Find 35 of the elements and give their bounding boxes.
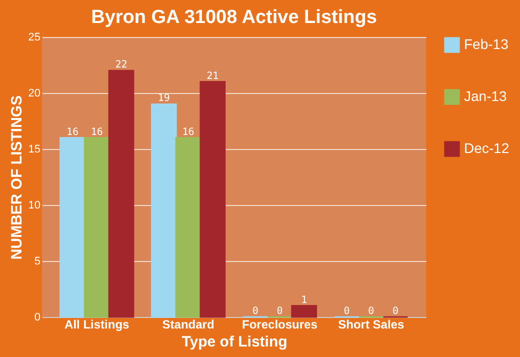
legend-label: Jan-13 [464, 88, 508, 104]
data-label: 21 [206, 70, 219, 82]
data-label: 0 [392, 306, 399, 317]
y-tick-label: 15 [28, 144, 40, 156]
y-tick-label: 10 [28, 200, 40, 212]
data-label: 19 [158, 93, 170, 104]
bar [175, 137, 202, 318]
data-label: 0 [368, 306, 374, 317]
y-axis-title: NUMBER OF LISTINGS [8, 95, 26, 260]
bar [200, 81, 226, 318]
x-tick-label: Standard [162, 318, 214, 332]
data-label: 0 [276, 306, 283, 317]
x-tick-label: Foreclosures [242, 318, 318, 332]
data-label: 16 [182, 126, 194, 138]
legend-label: Feb-13 [464, 36, 509, 52]
x-axis-title: Type of Listing [182, 334, 288, 350]
bar [291, 305, 318, 318]
data-label: 0 [252, 306, 258, 317]
data-label: 22 [115, 60, 128, 71]
data-label: 16 [90, 126, 103, 138]
data-label: 0 [344, 306, 350, 317]
data-label: 1 [301, 294, 308, 306]
bar [84, 137, 110, 318]
legend-label: Dec-12 [464, 140, 510, 156]
y-tick-label: 5 [34, 256, 40, 268]
y-tick-label: 20 [28, 88, 40, 100]
data-label: 16 [66, 126, 78, 138]
y-tick-label: 25 [28, 32, 40, 44]
bar [150, 103, 177, 318]
y-tick-label: 0 [34, 312, 40, 324]
bar [60, 137, 86, 318]
x-tick-label: All Listings [64, 318, 130, 332]
x-tick-label: Short Sales [338, 318, 404, 332]
bar [108, 70, 134, 318]
chart-title: Byron GA 31008 Active Listings [91, 7, 377, 28]
